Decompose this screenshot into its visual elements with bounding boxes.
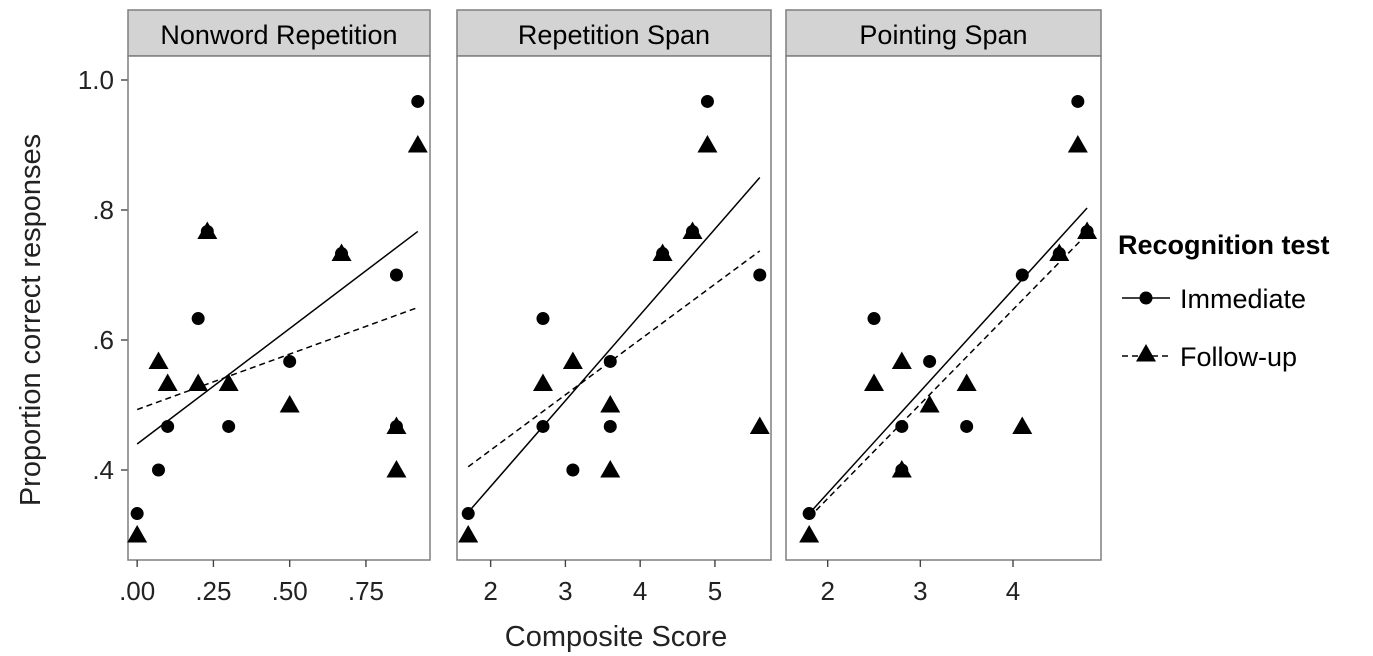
panel-strip <box>456 9 772 57</box>
data-point-immediate <box>566 463 580 477</box>
data-point-immediate <box>867 312 881 326</box>
data-point-follow-up <box>157 373 178 392</box>
data-point-follow-up <box>386 416 407 434</box>
data-point-immediate <box>960 419 974 433</box>
panel-pointing-span: Pointing Span 2 3 4 <box>785 9 1102 606</box>
data-point-follow-up <box>956 373 977 392</box>
data-point-follow-up <box>188 373 209 392</box>
x-tick-label: 3 <box>558 576 572 606</box>
data-point-immediate <box>152 463 166 477</box>
panels: .4 .6 .8 1.0 Nonword Repetition .00 .25 .50 .75 R… <box>78 9 1102 606</box>
y-tick-label: 1.0 <box>78 65 114 95</box>
data-point-immediate <box>603 419 617 433</box>
panel-repetition-span: Repetition Span 2 3 4 5 <box>456 9 772 606</box>
data-point-follow-up <box>331 243 352 262</box>
data-point-follow-up <box>891 460 912 478</box>
data-point-follow-up <box>697 135 718 153</box>
x-tick-label: .25 <box>195 576 231 606</box>
data-point-follow-up <box>600 395 621 413</box>
data-point-follow-up <box>919 395 940 413</box>
legend-followup-marker <box>1136 344 1156 362</box>
legend: Recognition test Immediate Follow-up <box>1118 230 1330 372</box>
data-point-immediate <box>161 419 175 433</box>
data-point-immediate <box>536 312 550 326</box>
legend-followup-label: Follow-up <box>1180 342 1297 372</box>
data-point-immediate <box>389 268 403 282</box>
panel-strip <box>785 9 1102 57</box>
data-point-follow-up <box>864 373 885 392</box>
data-point-immediate <box>923 354 937 368</box>
data-point-follow-up <box>1049 243 1070 262</box>
y-tick-label: .8 <box>92 195 114 225</box>
y-tick-label: .4 <box>92 455 114 485</box>
x-tick-label: .50 <box>272 576 308 606</box>
data-point-immediate <box>802 507 816 521</box>
fit-line-immediate <box>136 230 419 445</box>
x-tick-label: 5 <box>708 576 722 606</box>
data-point-immediate <box>461 507 475 521</box>
data-point-follow-up <box>407 135 428 153</box>
data-point-immediate <box>1071 94 1085 108</box>
x-tick-label: .75 <box>348 576 384 606</box>
x-tick-label: 2 <box>820 576 834 606</box>
y-tick-label: .6 <box>92 325 114 355</box>
data-point-immediate <box>283 354 297 368</box>
data-point-follow-up <box>532 373 553 392</box>
data-point-immediate <box>536 419 550 433</box>
panel-title: Pointing Span <box>859 20 1027 50</box>
fit-line-follow-up <box>467 250 761 468</box>
legend-immediate-marker <box>1139 291 1153 305</box>
data-point-follow-up <box>1012 416 1033 434</box>
data-point-immediate <box>222 419 236 433</box>
data-point-immediate <box>1015 268 1029 282</box>
fit-line-immediate <box>808 207 1088 515</box>
data-point-follow-up <box>127 525 148 543</box>
x-tick-label: .00 <box>119 576 155 606</box>
panel-title: Nonword Repetition <box>160 20 397 50</box>
panel-nonword-repetition: Nonword Repetition .00 .25 .50 .75 <box>119 9 431 606</box>
data-point-immediate <box>895 419 909 433</box>
legend-title: Recognition test <box>1118 230 1330 260</box>
data-point-follow-up <box>562 351 583 369</box>
data-point-follow-up <box>148 351 169 369</box>
data-point-follow-up <box>1067 135 1088 153</box>
data-point-follow-up <box>386 460 407 478</box>
data-point-follow-up <box>799 525 820 543</box>
data-point-follow-up <box>279 395 300 413</box>
data-point-immediate <box>753 268 767 282</box>
x-axis-title: Composite Score <box>505 621 727 653</box>
data-point-immediate <box>130 507 144 521</box>
panel-plot-area <box>127 55 431 561</box>
y-axis-title: Proportion correct responses <box>15 134 47 506</box>
data-point-follow-up <box>891 351 912 369</box>
data-point-follow-up <box>682 221 703 239</box>
panel-plot-area <box>456 55 772 561</box>
data-point-immediate <box>191 312 205 326</box>
x-tick-label: 4 <box>633 576 647 606</box>
x-tick-label: 2 <box>483 576 497 606</box>
data-point-follow-up <box>1077 221 1098 239</box>
data-point-follow-up <box>218 373 239 392</box>
data-point-immediate <box>700 94 714 108</box>
x-tick-label: 3 <box>913 576 927 606</box>
fit-line-immediate <box>467 177 761 513</box>
data-point-follow-up <box>197 221 218 239</box>
panel-plot-area <box>785 55 1102 561</box>
panel-title: Repetition Span <box>518 20 710 50</box>
fit-line-follow-up <box>808 233 1088 518</box>
legend-immediate-label: Immediate <box>1180 284 1306 314</box>
data-point-immediate <box>603 354 617 368</box>
data-point-follow-up <box>749 416 770 434</box>
data-point-follow-up <box>652 243 673 262</box>
data-point-follow-up <box>458 525 479 543</box>
data-point-immediate <box>411 94 425 108</box>
data-point-follow-up <box>600 460 621 478</box>
x-tick-label: 4 <box>1006 576 1020 606</box>
panel-strip <box>127 9 431 57</box>
